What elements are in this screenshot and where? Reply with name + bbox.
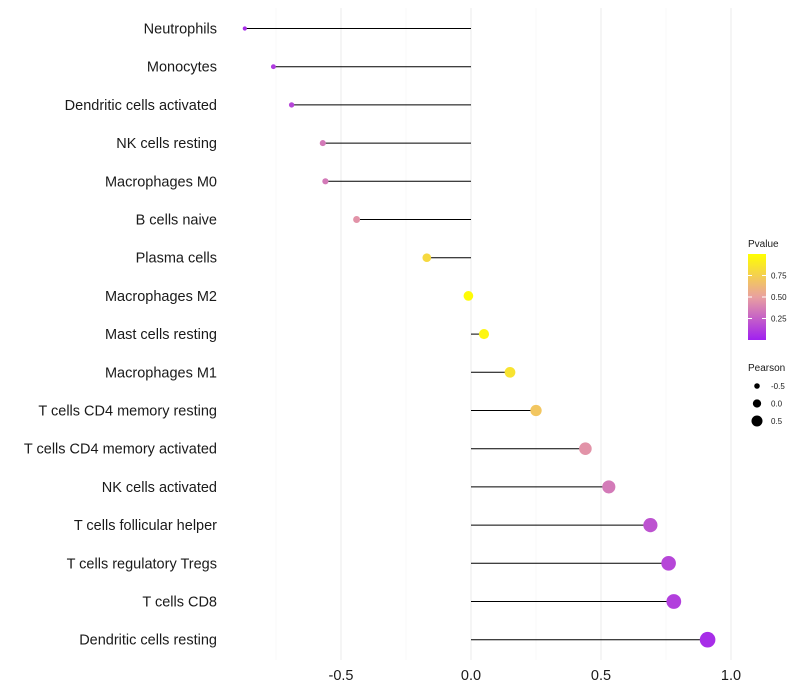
lollipop-point — [643, 518, 658, 533]
category-label: NK cells activated — [102, 480, 217, 496]
lollipop-point — [478, 329, 490, 340]
category-label: Dendritic cells activated — [65, 98, 217, 114]
legend-pearson-label: -0.5 — [771, 382, 785, 391]
legend-pvalue-tick-label: 0.50 — [771, 293, 787, 302]
x-tick-label: 0.5 — [591, 668, 611, 684]
legend-pearson-title: Pearson — [748, 363, 785, 374]
legend-pvalue-tick-label: 0.25 — [771, 315, 787, 324]
lollipop-point — [602, 480, 616, 494]
legend-pearson-key — [754, 383, 760, 389]
lollipop-point — [242, 26, 247, 31]
lollipop-point — [504, 366, 516, 378]
lollipop-point — [699, 631, 716, 648]
x-tick-label: 0.0 — [461, 668, 481, 684]
lollipop-points — [242, 26, 716, 648]
x-tick-label: 1.0 — [721, 668, 741, 684]
lollipop-point — [463, 291, 474, 301]
lollipop-point — [319, 140, 326, 147]
lollipop-point — [579, 442, 592, 455]
legend-pearson-key — [752, 399, 762, 408]
legend-pearson-label: 0.0 — [771, 400, 783, 409]
legend-pvalue-colorbar — [748, 254, 766, 340]
category-label: Macrophages M0 — [105, 174, 217, 190]
lollipop-point — [353, 216, 361, 223]
lollipop-stems — [244, 28, 708, 641]
lollipop-point — [530, 404, 542, 417]
category-label: T cells CD8 — [142, 595, 217, 611]
legend-pvalue: Pvalue 0.75 0.50 0.25 — [748, 239, 787, 340]
category-label: T cells follicular helper — [74, 518, 217, 534]
x-tick-labels: -0.5 0.0 0.5 1.0 — [329, 668, 742, 684]
lollipop-point — [422, 253, 432, 263]
lollipop-point — [270, 64, 276, 70]
lollipop-point — [322, 178, 329, 185]
category-label: Macrophages M2 — [105, 289, 217, 305]
x-tick-label: -0.5 — [329, 668, 354, 684]
category-label: Plasma cells — [136, 251, 217, 267]
lollipop-point — [666, 594, 682, 609]
lollipop-point — [661, 555, 676, 571]
category-label: Monocytes — [147, 60, 217, 76]
category-label: B cells naive — [136, 213, 217, 229]
category-label: Mast cells resting — [105, 327, 217, 343]
category-label: Dendritic cells resting — [79, 633, 217, 649]
legend-pearson-label: 0.5 — [771, 417, 783, 426]
legend-pvalue-title: Pvalue — [748, 239, 779, 250]
category-label: T cells CD4 memory resting — [38, 404, 217, 420]
legend-pearson: Pearson -0.5 0.0 0.5 — [748, 363, 785, 427]
category-label: T cells regulatory Tregs — [67, 556, 217, 572]
category-label: Macrophages M1 — [105, 365, 217, 381]
category-labels: Neutrophils Monocytes Dendritic cells acti… — [24, 22, 217, 649]
category-label: Neutrophils — [144, 22, 217, 38]
category-label: NK cells resting — [116, 136, 217, 152]
category-label: T cells CD4 memory activated — [24, 442, 217, 458]
legend-pearson-key — [751, 415, 763, 427]
lollipop-point — [288, 102, 295, 108]
legend-pvalue-tick-label: 0.75 — [771, 272, 787, 281]
